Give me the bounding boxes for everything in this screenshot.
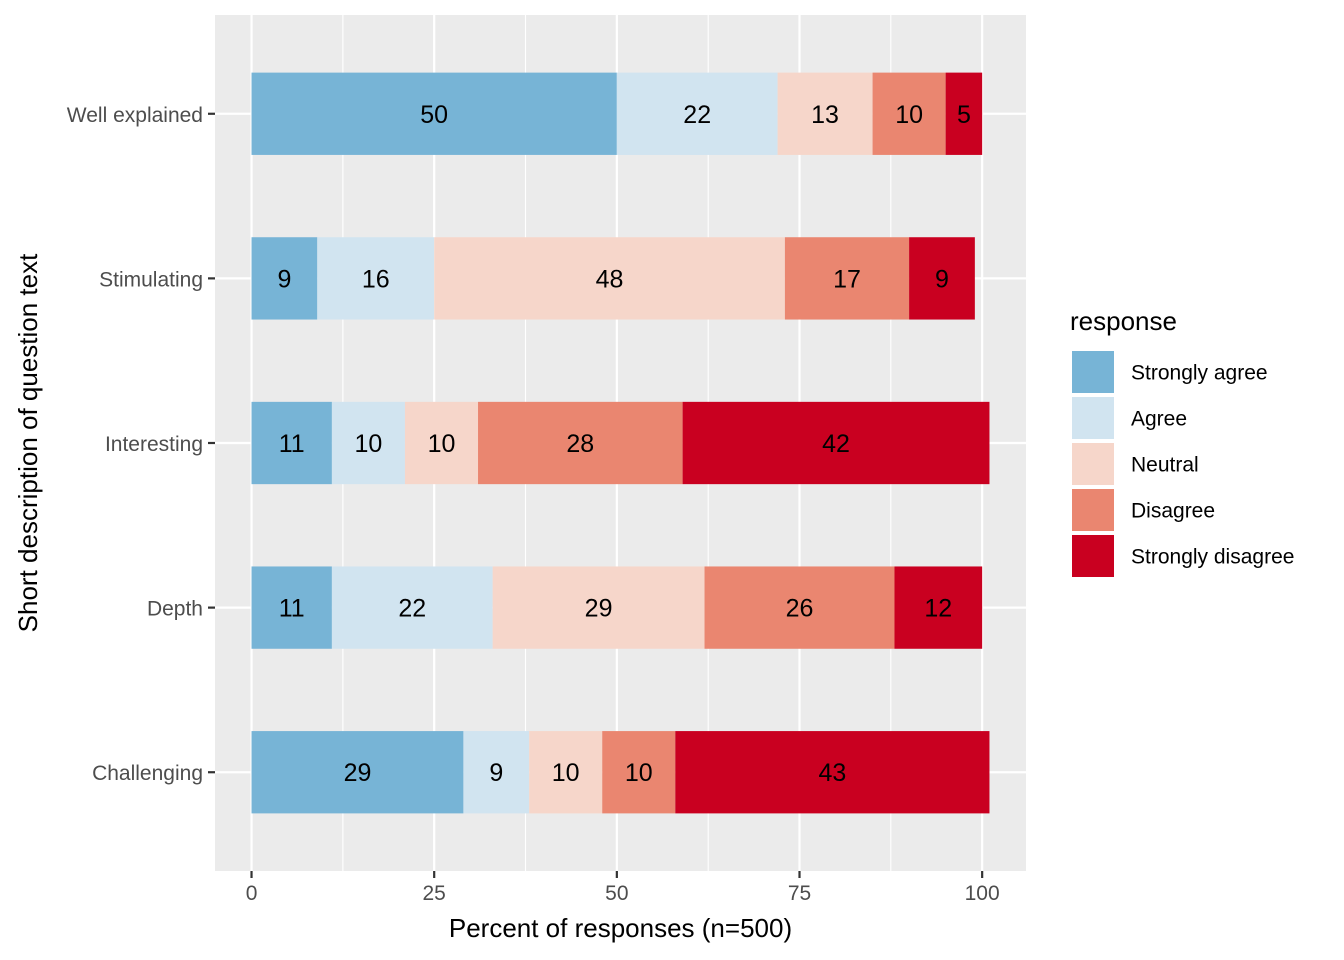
- bar-value-label: 13: [811, 101, 839, 129]
- x-tick-label: 100: [965, 882, 1000, 905]
- y-tick-label: Interesting: [105, 433, 203, 456]
- bar-segment: [478, 401, 683, 485]
- bar-value-label: 11: [279, 595, 305, 623]
- bar-value-label: 10: [428, 430, 456, 458]
- bar-segment: [492, 566, 705, 649]
- bar-value-label: 43: [818, 759, 846, 787]
- bar-segment: [251, 237, 318, 320]
- legend-label: Strongly agree: [1131, 362, 1268, 385]
- y-tick-label: Challenging: [92, 762, 203, 785]
- bar-value-label: 10: [895, 101, 923, 129]
- bar-value-label: 48: [596, 265, 624, 293]
- y-tick-label: Stimulating: [99, 268, 203, 291]
- bar-value-label: 10: [625, 759, 653, 787]
- bar-segment: [463, 731, 530, 814]
- bar-segment: [682, 401, 990, 485]
- bar-value-label: 16: [362, 265, 390, 293]
- bar-value-label: 29: [585, 595, 613, 623]
- bar-value-label: 10: [552, 759, 580, 787]
- bar-value-label: 42: [822, 430, 850, 458]
- bar-segment: [777, 72, 873, 155]
- bar-segment: [251, 401, 332, 485]
- bar-segment: [616, 72, 778, 155]
- bar-segment: [784, 237, 910, 320]
- bar-segment: [909, 237, 975, 320]
- x-tick-label: 75: [788, 882, 811, 905]
- bar-value-label: 9: [277, 265, 291, 293]
- bar-value-label: 5: [957, 101, 971, 129]
- bar-segment: [704, 566, 895, 649]
- bar-value-label: 9: [935, 265, 949, 293]
- legend-label: Agree: [1131, 408, 1187, 431]
- bars: 29 9 10 10 43 11 22 29 26 12 11 10 10 28 42 9 16 48 17 9 50 2…: [251, 72, 990, 814]
- bar-segment: [894, 566, 983, 649]
- legend-key: [1072, 397, 1114, 439]
- y-axis-title: Short description of question text: [13, 253, 43, 632]
- bar-value-label: 22: [398, 595, 426, 623]
- x-axis-title: Percent of responses (n=500): [449, 913, 792, 943]
- legend-key: [1072, 443, 1114, 485]
- legend-key: [1072, 351, 1114, 393]
- legend-label: Strongly disagree: [1131, 546, 1294, 569]
- bar-value-label: 29: [344, 759, 372, 787]
- bar-value-label: 9: [489, 759, 503, 787]
- bar-segment: [251, 731, 464, 814]
- y-tick-label: Well explained: [67, 104, 203, 127]
- x-tick-label: 0: [246, 882, 258, 905]
- x-tick-label: 25: [423, 882, 446, 905]
- bar-value-label: 28: [566, 430, 594, 458]
- bar-segment: [529, 731, 603, 814]
- axis-ticks: 0 25 50 75 100 Challenging Depth Interesting Sti…: [67, 104, 1000, 905]
- bar-segment: [434, 237, 785, 320]
- legend-label: Neutral: [1131, 454, 1199, 477]
- y-tick-label: Depth: [147, 598, 203, 621]
- bar-value-label: 12: [924, 595, 952, 623]
- bar-segment: [945, 72, 983, 155]
- legend: response Strongly agree Agree Neutral Disag…: [1070, 306, 1294, 577]
- bar-value-label: 26: [786, 595, 814, 623]
- bar-segment: [317, 237, 435, 320]
- bar-segment: [251, 72, 617, 155]
- bar-segment: [602, 731, 676, 814]
- bar-segment: [331, 566, 493, 649]
- legend-key: [1072, 535, 1114, 577]
- bar-segment: [404, 401, 479, 485]
- bar-segment: [872, 72, 946, 155]
- bar-value-label: 22: [683, 101, 711, 129]
- legend-label: Disagree: [1131, 500, 1215, 523]
- bar-segment: [675, 731, 990, 814]
- legend-title: response: [1070, 306, 1177, 336]
- bar-value-label: 17: [833, 265, 861, 293]
- x-tick-label: 50: [605, 882, 628, 905]
- bar-segment: [331, 401, 405, 485]
- legend-key: [1072, 489, 1114, 531]
- bar-segment: [251, 566, 332, 649]
- bar-value-label: 10: [355, 430, 383, 458]
- bar-value-label: 11: [279, 430, 305, 458]
- bar-value-label: 50: [420, 101, 448, 129]
